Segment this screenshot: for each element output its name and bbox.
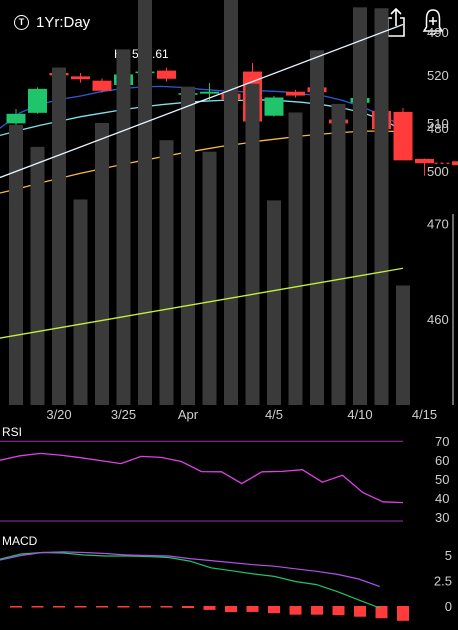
volume-axis-tick: 470 [427, 216, 449, 231]
share-icon [387, 7, 405, 37]
candle-body [6, 113, 26, 124]
candle-body [286, 91, 305, 96]
volume-average-line-2 [0, 267, 404, 339]
last-price-marker [452, 161, 458, 166]
volume-bar [245, 83, 260, 405]
macd-label: MACD [2, 534, 38, 548]
volume-average-line-1 [0, 23, 404, 179]
add-alert-icon [422, 9, 444, 36]
macd-histogram-bar [354, 606, 366, 617]
moving-average-line-1 [0, 85, 404, 129]
price-axis-tick: 500 [427, 164, 449, 179]
volume-bar [202, 151, 217, 405]
macd-histogram-bar [246, 606, 259, 612]
volume-bar [116, 49, 131, 405]
volume-bar [30, 146, 45, 405]
rsi-label: RSI [2, 425, 22, 439]
candle-body [71, 76, 90, 80]
date-axis-tick: 4/10 [347, 407, 372, 422]
share-button[interactable] [384, 6, 408, 38]
candle-body [264, 97, 284, 116]
macd-histogram-bar [139, 606, 151, 608]
macd-histogram-bar [10, 606, 22, 608]
candle-body [92, 80, 112, 91]
volume-axis-tick: 480 [427, 121, 449, 136]
macd-series-line-2 [0, 551, 381, 588]
volume-bar [267, 200, 281, 405]
macd-histogram-bar [53, 606, 65, 608]
date-axis-tick: 4/15 [412, 407, 437, 422]
range-selector-button[interactable]: T 1Yr:Day [14, 10, 90, 34]
volume-axis-tick: 460 [427, 312, 449, 327]
rsi-axis-tick: 30 [435, 510, 449, 525]
macd-histogram-bar [96, 606, 108, 608]
volume-bar [353, 7, 367, 406]
macd-histogram-bar [397, 606, 409, 621]
volume-bar [73, 199, 88, 405]
rsi-axis-tick: 40 [435, 491, 449, 506]
candle-body [415, 158, 434, 164]
volume-axis-tick: 490 [427, 25, 449, 40]
volume-bar [331, 103, 346, 406]
date-axis-tick: 3/20 [46, 407, 71, 422]
volume-bar [9, 124, 23, 405]
candle-body [157, 70, 176, 79]
macd-histogram-bar [311, 606, 323, 615]
rsi-line [0, 452, 404, 504]
range-icon: T [14, 14, 29, 30]
add-alert-button[interactable] [421, 6, 445, 38]
volume-bar [181, 86, 195, 405]
candle-body [393, 111, 413, 161]
volume-bar [224, 0, 238, 405]
macd-histogram-bar [160, 606, 173, 608]
date-axis-tick: 3/25 [111, 407, 136, 422]
macd-axis-tick: 5 [445, 548, 452, 563]
macd-histogram-bar [31, 606, 44, 608]
price-axis-tick: 520 [427, 68, 449, 83]
volume-bar [95, 122, 109, 405]
date-axis-tick: 4/5 [265, 407, 283, 422]
volume-bar [310, 50, 324, 405]
date-axis-tick: Apr [178, 407, 199, 422]
macd-histogram-bar [375, 606, 388, 619]
rsi-axis-tick: 60 [435, 453, 449, 468]
volume-bar [396, 285, 410, 405]
macd-axis-tick: 2.5 [434, 574, 452, 589]
macd-histogram-bar [203, 606, 216, 610]
macd-histogram-bar [225, 606, 237, 613]
macd-histogram-bar [289, 606, 302, 615]
volume-bar [138, 0, 152, 405]
macd-histogram-bar [332, 606, 345, 616]
volume-bar [52, 67, 66, 406]
macd-histogram-bar [117, 606, 130, 608]
macd-histogram-bar [268, 606, 280, 614]
volume-bar [288, 112, 303, 406]
range-label: 1Yr:Day [36, 13, 91, 31]
candle-body [200, 91, 219, 94]
price-axis-tick: 510 [427, 116, 449, 131]
rsi-axis-tick: 50 [435, 472, 449, 487]
candle-body [28, 88, 47, 113]
volume-bar [374, 8, 389, 405]
rsi-axis-tick: 70 [435, 434, 449, 449]
macd-histogram-bar [182, 606, 194, 609]
macd-axis-tick: 0 [445, 599, 452, 614]
macd-series-line-1 [0, 551, 381, 609]
volume-bar [159, 140, 174, 406]
macd-histogram-bar [74, 606, 87, 608]
toolbar: T 1Yr:Day [0, 0, 458, 44]
